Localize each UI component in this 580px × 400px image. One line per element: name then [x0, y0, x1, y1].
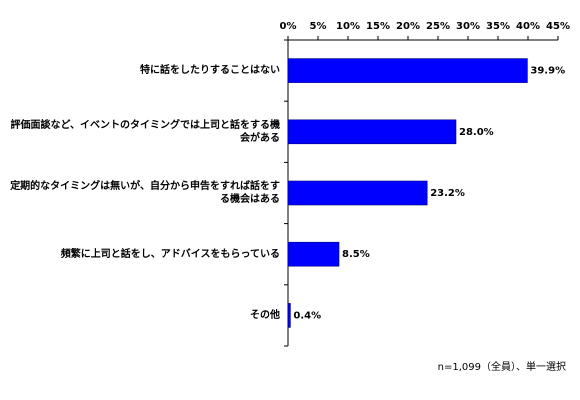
x-tick-label: 45%	[546, 21, 570, 32]
value-label: 8.5%	[342, 249, 370, 260]
x-tick-label: 35%	[486, 21, 510, 32]
value-label: 39.9%	[530, 66, 565, 77]
x-tick-label: 40%	[516, 21, 540, 32]
note: n=1,099（全員）、単一選択	[437, 362, 566, 373]
category-label: 特に話をしたりすることはない	[140, 65, 280, 77]
value-label: 28.0%	[459, 127, 494, 138]
bar	[287, 303, 291, 328]
x-tick-label: 15%	[366, 21, 390, 32]
bar	[287, 241, 340, 267]
bar	[287, 119, 457, 145]
bar	[287, 58, 528, 83]
value-label: 23.2%	[430, 188, 465, 199]
value-label: 0.4%	[293, 310, 321, 321]
x-tick-label: 20%	[396, 21, 420, 32]
category-label: 定期的なタイミングは無いが、自分から申告をすれば話をする機会はある	[10, 181, 280, 205]
x-tick-label: 10%	[336, 21, 360, 32]
x-tick-label: 0%	[280, 21, 297, 32]
category-label: 頻繁に上司と話をし、アドバイスをもらっている	[60, 248, 280, 260]
x-tick-label: 25%	[426, 21, 450, 32]
category-label: その他	[250, 309, 280, 321]
category-label: 評価面談など、イベントのタイミングでは上司と話をする機会がある	[10, 119, 281, 144]
bar	[287, 180, 428, 206]
x-tick-label: 5%	[310, 21, 327, 32]
x-tick-label: 30%	[456, 21, 480, 32]
